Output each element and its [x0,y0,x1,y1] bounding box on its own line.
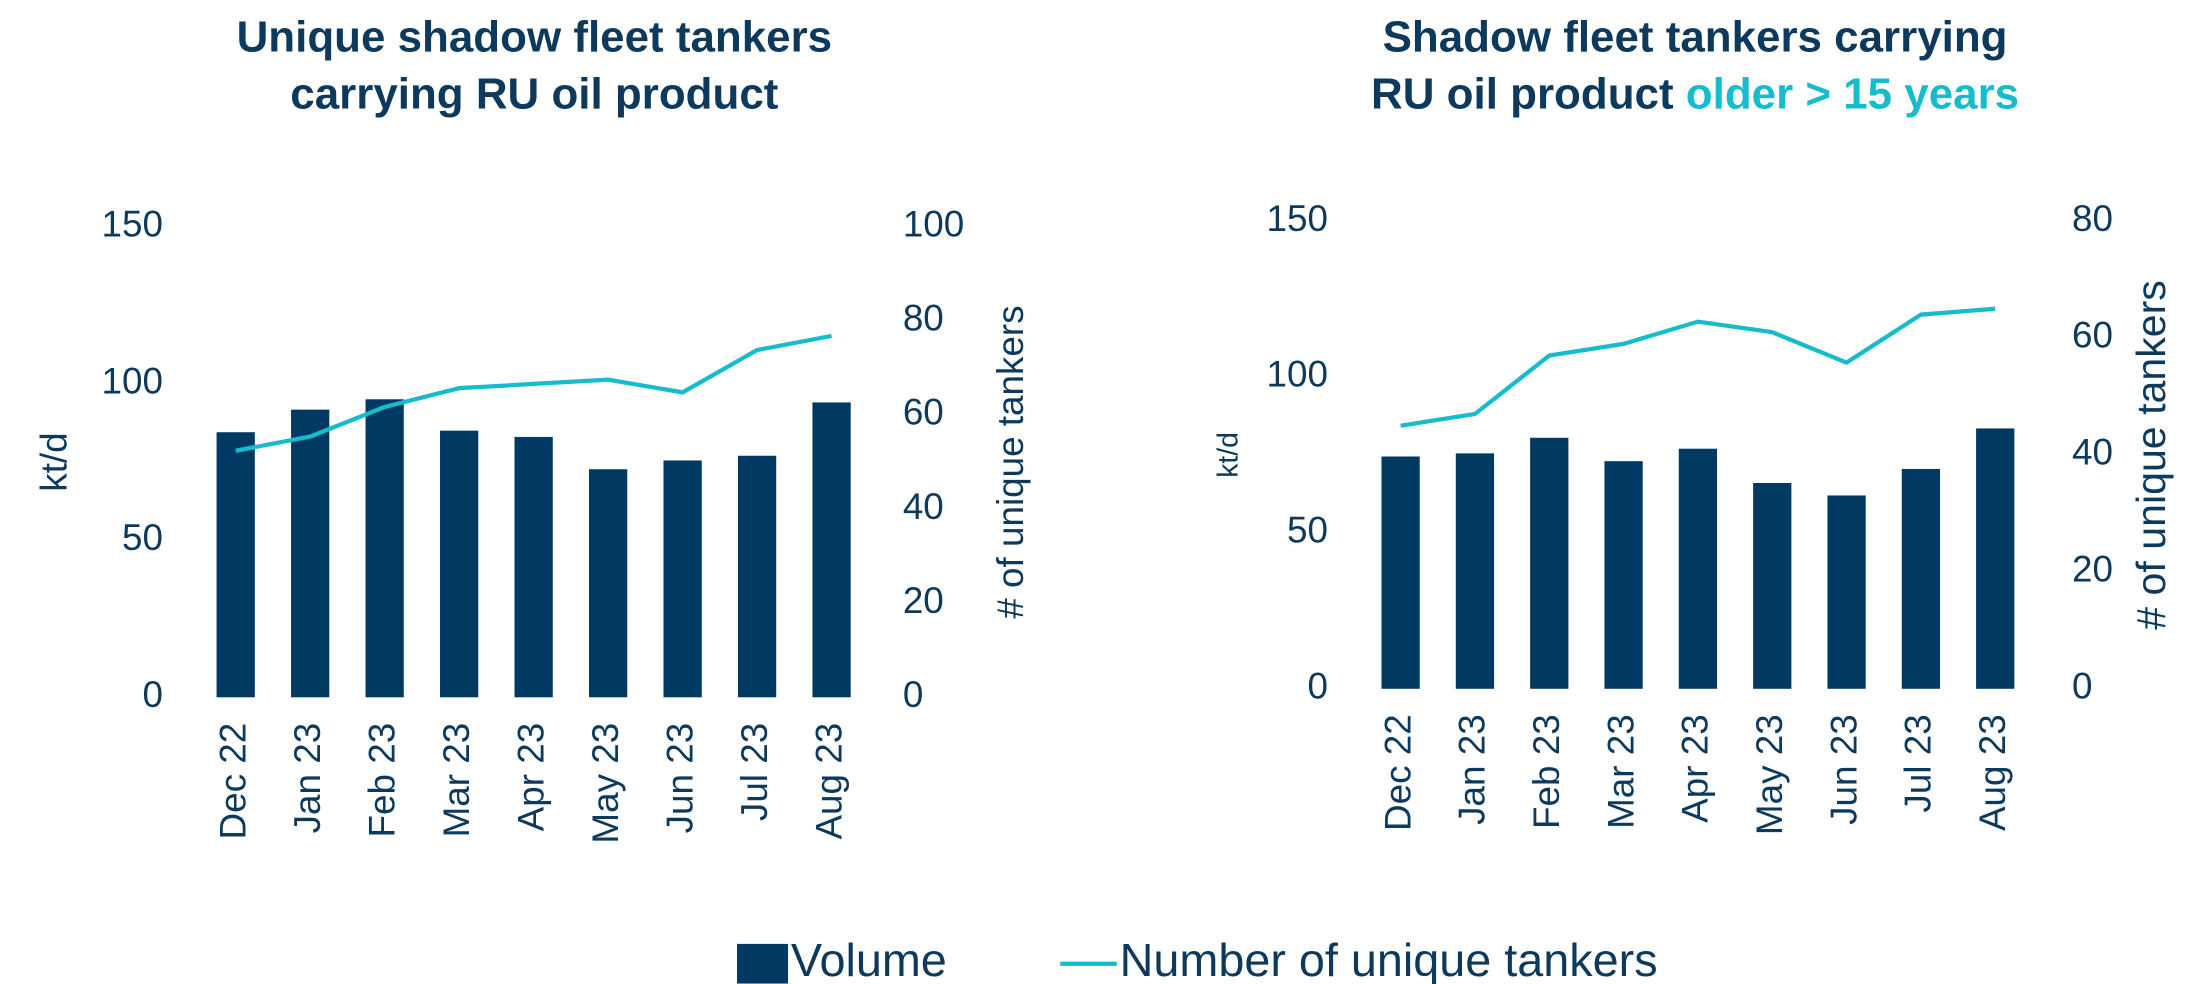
x-tick-label: May 23 [585,723,626,844]
chart-title: RU oil product older > 15 years [1371,69,2019,118]
y-tick-label: 150 [1267,198,1328,239]
x-tick-label: Jul 23 [1898,714,1939,812]
title-line: Shadow fleet tankers carrying [1383,12,2008,61]
bar [1381,456,1420,689]
x-tick-label: Mar 23 [1600,714,1641,829]
bar [1604,461,1643,689]
y-tick-label: 150 [102,203,163,244]
title-line: RU oil product [1371,69,1674,118]
x-tick-label: Apr 23 [1675,714,1716,823]
title-line: carrying RU oil product [290,69,778,118]
y2-tick-label: 20 [903,580,944,621]
bar [1678,448,1718,689]
bar [1455,453,1495,689]
x-tick-label: Jun 23 [1823,714,1864,825]
line [1400,306,1996,428]
chart-title: carrying RU oil product [290,69,778,118]
y2-tick-label: 60 [903,392,944,433]
x-tick-label: Jan 23 [287,723,328,834]
x-tick-label: Feb 23 [361,723,402,838]
y2-tick-label: 80 [2072,198,2113,239]
line [235,333,832,453]
y2-tick-label: 0 [2072,666,2092,707]
y-tick-label: 0 [143,674,163,715]
y2-axis-label: # of unique tankers [990,305,1031,618]
bar [663,460,702,698]
title-highlight: older > 15 years [1686,69,2019,118]
bar [1753,483,1792,689]
bar [1901,468,1941,689]
y-tick-label: 50 [1287,510,1328,551]
y2-tick-label: 20 [2072,549,2113,590]
y-tick-label: 50 [122,517,163,558]
y2-axis-label: # of unique tankers [2128,280,2174,630]
y2-tick-label: 80 [903,298,944,339]
y2-tick-label: 60 [2072,315,2113,356]
x-tick-label: Mar 23 [436,723,477,838]
bar [588,469,628,698]
y-axis-label: kt/d [1213,432,1245,478]
bar [365,399,404,698]
y2-tick-label: 0 [903,674,923,715]
chart-title: Shadow fleet tankers carrying [1383,12,2008,61]
y2-tick-label: 100 [903,203,964,244]
y-tick-label: 0 [1308,666,1328,707]
y2-tick-label: 40 [903,486,944,527]
legend-label: Number of unique tankers [1120,934,1658,984]
x-tick-label: Dec 22 [1377,714,1418,831]
bar [737,455,777,698]
bar [291,409,330,698]
x-tick-label: Dec 22 [212,723,253,840]
x-tick-label: Aug 23 [1972,714,2013,831]
bar [514,436,553,698]
x-tick-label: Apr 23 [510,723,551,832]
y-tick-label: 100 [1267,354,1328,395]
title-space [1674,69,1686,118]
x-tick-label: Aug 23 [808,723,849,840]
x-tick-label: May 23 [1749,714,1790,835]
y-axis-label: kt/d [33,432,74,491]
x-tick-label: Jan 23 [1452,714,1493,825]
x-tick-label: Feb 23 [1526,714,1567,829]
bar [1976,428,2015,689]
title-line: Unique shadow fleet tankers [237,12,833,61]
x-tick-label: Jun 23 [659,723,700,834]
y2-tick-label: 40 [2072,432,2113,473]
bar [216,432,255,698]
legend-swatch [737,943,789,984]
bar [812,402,851,698]
bar [440,430,479,698]
x-tick-label: Jul 23 [734,723,775,821]
y-tick-label: 100 [102,360,163,401]
chart-title: Unique shadow fleet tankers [237,12,833,61]
bar [1530,437,1569,689]
bar [1827,495,1866,689]
legend-label: Volume [791,934,947,984]
